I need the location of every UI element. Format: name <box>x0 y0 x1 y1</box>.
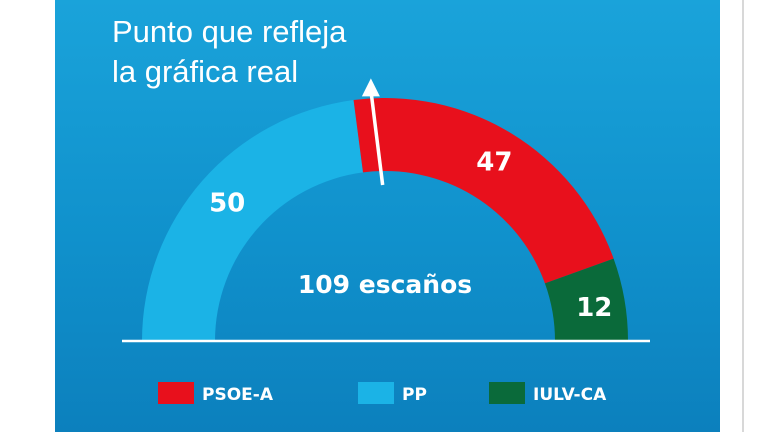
real-point-arrow <box>361 78 385 186</box>
chart-panel <box>55 0 720 432</box>
chart-arcs: 50 47 12 <box>142 98 628 341</box>
annotation-line-1: Punto que refleja <box>112 14 347 49</box>
segment-iulv-ca <box>544 258 628 341</box>
annotation-line-2: la gráfica real <box>112 54 299 89</box>
arrow-shaft <box>369 90 385 186</box>
legend: PSOE-A PP IULV-CA <box>158 382 607 405</box>
annotation-text: Punto que refleja la gráfica real <box>112 12 346 92</box>
arrow-head <box>361 78 380 97</box>
segment-label-pp: 50 <box>209 188 245 218</box>
legend-swatch-iulv-ca <box>489 382 525 404</box>
divider <box>742 0 744 432</box>
total-seats-label: 109 escaños <box>298 270 472 299</box>
legend-label-psoe-a: PSOE-A <box>202 385 274 405</box>
segment-psoe-a <box>353 98 614 284</box>
segment-label-iulv-ca: 12 <box>576 293 612 323</box>
legend-swatch-pp <box>358 382 394 404</box>
legend-label-iulv-ca: IULV-CA <box>533 385 607 405</box>
legend-swatch-psoe-a <box>158 382 194 404</box>
segment-pp <box>142 100 364 341</box>
legend-label-pp: PP <box>402 385 427 405</box>
segment-label-psoe-a: 47 <box>476 148 512 178</box>
